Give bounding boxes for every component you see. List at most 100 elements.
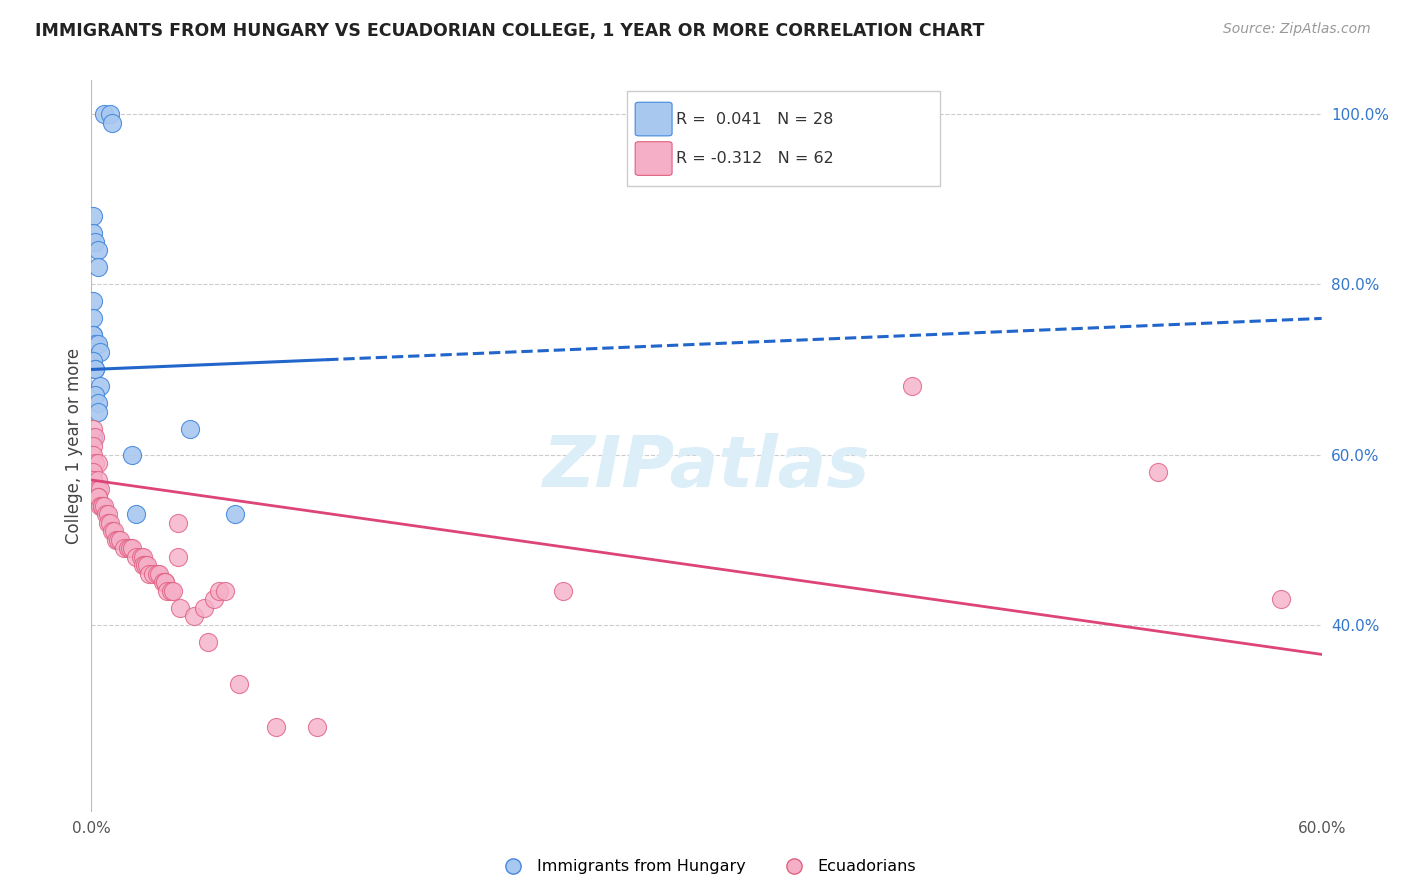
Point	[183, 609, 205, 624]
Point	[86, 456, 108, 470]
Point	[207, 583, 229, 598]
Point	[214, 583, 236, 598]
Point	[142, 566, 165, 581]
Text: IMMIGRANTS FROM HUNGARY VS ECUADORIAN COLLEGE, 1 YEAR OR MORE CORRELATION CHART: IMMIGRANTS FROM HUNGARY VS ECUADORIAN CO…	[35, 22, 984, 40]
Point	[86, 490, 108, 504]
Point	[112, 541, 135, 555]
Point	[82, 430, 104, 444]
Point	[900, 379, 922, 393]
Point	[98, 516, 121, 530]
Point	[179, 422, 201, 436]
Point	[156, 583, 179, 598]
Point	[82, 448, 104, 462]
FancyBboxPatch shape	[636, 103, 672, 136]
Point	[86, 490, 108, 504]
Point	[125, 507, 148, 521]
Legend: Immigrants from Hungary, Ecuadorians: Immigrants from Hungary, Ecuadorians	[491, 853, 922, 880]
Point	[93, 499, 115, 513]
Point	[82, 422, 104, 436]
Point	[1270, 592, 1292, 607]
Point	[108, 533, 131, 547]
Point	[134, 558, 156, 572]
Point	[84, 235, 107, 249]
Point	[1146, 465, 1168, 479]
Point	[82, 354, 104, 368]
Text: ZIPatlas: ZIPatlas	[543, 434, 870, 502]
Point	[169, 600, 191, 615]
Point	[121, 448, 143, 462]
Point	[264, 720, 287, 734]
Point	[82, 311, 104, 326]
Point	[89, 345, 111, 359]
Point	[82, 210, 104, 224]
Point	[93, 107, 115, 121]
Point	[152, 575, 174, 590]
Point	[129, 549, 152, 564]
Point	[166, 549, 188, 564]
Point	[94, 507, 117, 521]
Point	[89, 379, 111, 393]
Point	[146, 566, 169, 581]
Point	[86, 337, 108, 351]
Point	[153, 575, 177, 590]
Point	[131, 549, 153, 564]
Point	[82, 439, 104, 453]
Point	[101, 524, 124, 538]
Point	[305, 720, 328, 734]
Point	[197, 634, 219, 648]
Point	[224, 507, 246, 521]
Point	[86, 244, 108, 258]
Point	[82, 227, 104, 241]
Point	[138, 566, 160, 581]
Point	[90, 499, 112, 513]
Point	[86, 473, 108, 487]
Point	[82, 328, 104, 343]
Text: R = -0.312   N = 62: R = -0.312 N = 62	[676, 151, 834, 166]
Point	[86, 405, 108, 419]
Point	[121, 541, 143, 555]
FancyBboxPatch shape	[627, 91, 941, 186]
Point	[86, 482, 108, 496]
Point	[97, 507, 120, 521]
Point	[84, 456, 107, 470]
Point	[84, 388, 107, 402]
Point	[135, 558, 157, 572]
Point	[162, 583, 184, 598]
Point	[82, 473, 104, 487]
Point	[86, 260, 108, 275]
Point	[228, 677, 250, 691]
Point	[89, 482, 111, 496]
Point	[101, 116, 124, 130]
Point	[105, 533, 127, 547]
Point	[193, 600, 215, 615]
Point	[202, 592, 225, 607]
Point	[82, 328, 104, 343]
Point	[84, 430, 107, 444]
Point	[107, 533, 129, 547]
Point	[551, 583, 574, 598]
Text: Source: ZipAtlas.com: Source: ZipAtlas.com	[1223, 22, 1371, 37]
Point	[84, 362, 107, 376]
Point	[90, 499, 112, 513]
Point	[160, 583, 183, 598]
Point	[97, 516, 120, 530]
Point	[117, 541, 139, 555]
Point	[148, 566, 170, 581]
Point	[84, 337, 107, 351]
Point	[89, 499, 111, 513]
Point	[131, 558, 153, 572]
Point	[103, 524, 125, 538]
Y-axis label: College, 1 year or more: College, 1 year or more	[65, 348, 83, 544]
Point	[84, 362, 107, 376]
Point	[90, 499, 112, 513]
Text: R =  0.041   N = 28: R = 0.041 N = 28	[676, 112, 834, 127]
Point	[166, 516, 188, 530]
Point	[86, 396, 108, 410]
FancyBboxPatch shape	[636, 142, 672, 176]
Point	[120, 541, 142, 555]
Point	[82, 294, 104, 309]
Point	[125, 549, 148, 564]
Point	[98, 107, 121, 121]
Point	[153, 575, 177, 590]
Point	[82, 465, 104, 479]
